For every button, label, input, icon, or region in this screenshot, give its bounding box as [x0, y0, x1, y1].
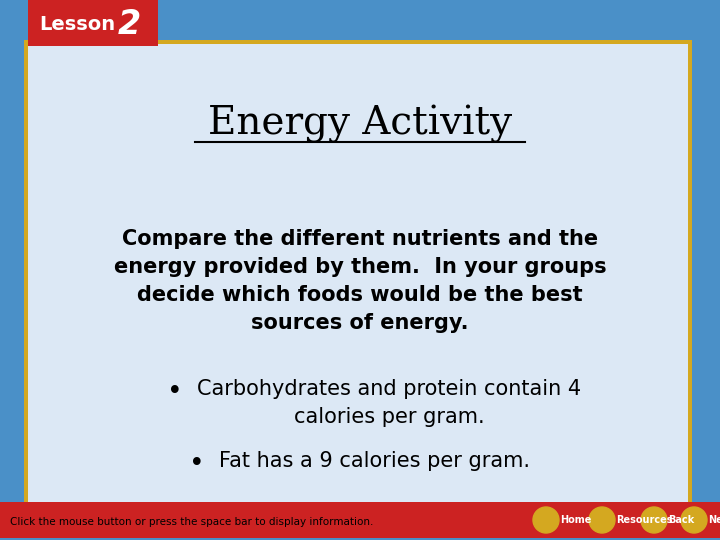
Text: Energy Activity: Energy Activity — [208, 105, 512, 143]
Text: Carbohydrates and protein contain 4
calories per gram.: Carbohydrates and protein contain 4 calo… — [197, 379, 581, 427]
Circle shape — [533, 507, 559, 533]
Text: Click the mouse button or press the space bar to display information.: Click the mouse button or press the spac… — [10, 517, 374, 527]
Text: Lesson: Lesson — [40, 15, 115, 33]
Text: •: • — [189, 451, 204, 477]
FancyBboxPatch shape — [28, 0, 158, 46]
Text: Fat has a 9 calories per gram.: Fat has a 9 calories per gram. — [219, 451, 530, 471]
Text: 2: 2 — [118, 8, 141, 40]
Circle shape — [641, 507, 667, 533]
Text: Home: Home — [560, 515, 591, 525]
Text: Back: Back — [668, 515, 694, 525]
FancyBboxPatch shape — [24, 40, 692, 506]
Text: Resources: Resources — [616, 515, 672, 525]
Circle shape — [589, 507, 615, 533]
Text: Next: Next — [708, 515, 720, 525]
FancyBboxPatch shape — [28, 44, 688, 502]
Text: •: • — [167, 379, 183, 405]
FancyBboxPatch shape — [0, 502, 720, 538]
Text: Compare the different nutrients and the
energy provided by them.  In your groups: Compare the different nutrients and the … — [114, 229, 606, 333]
Circle shape — [681, 507, 707, 533]
